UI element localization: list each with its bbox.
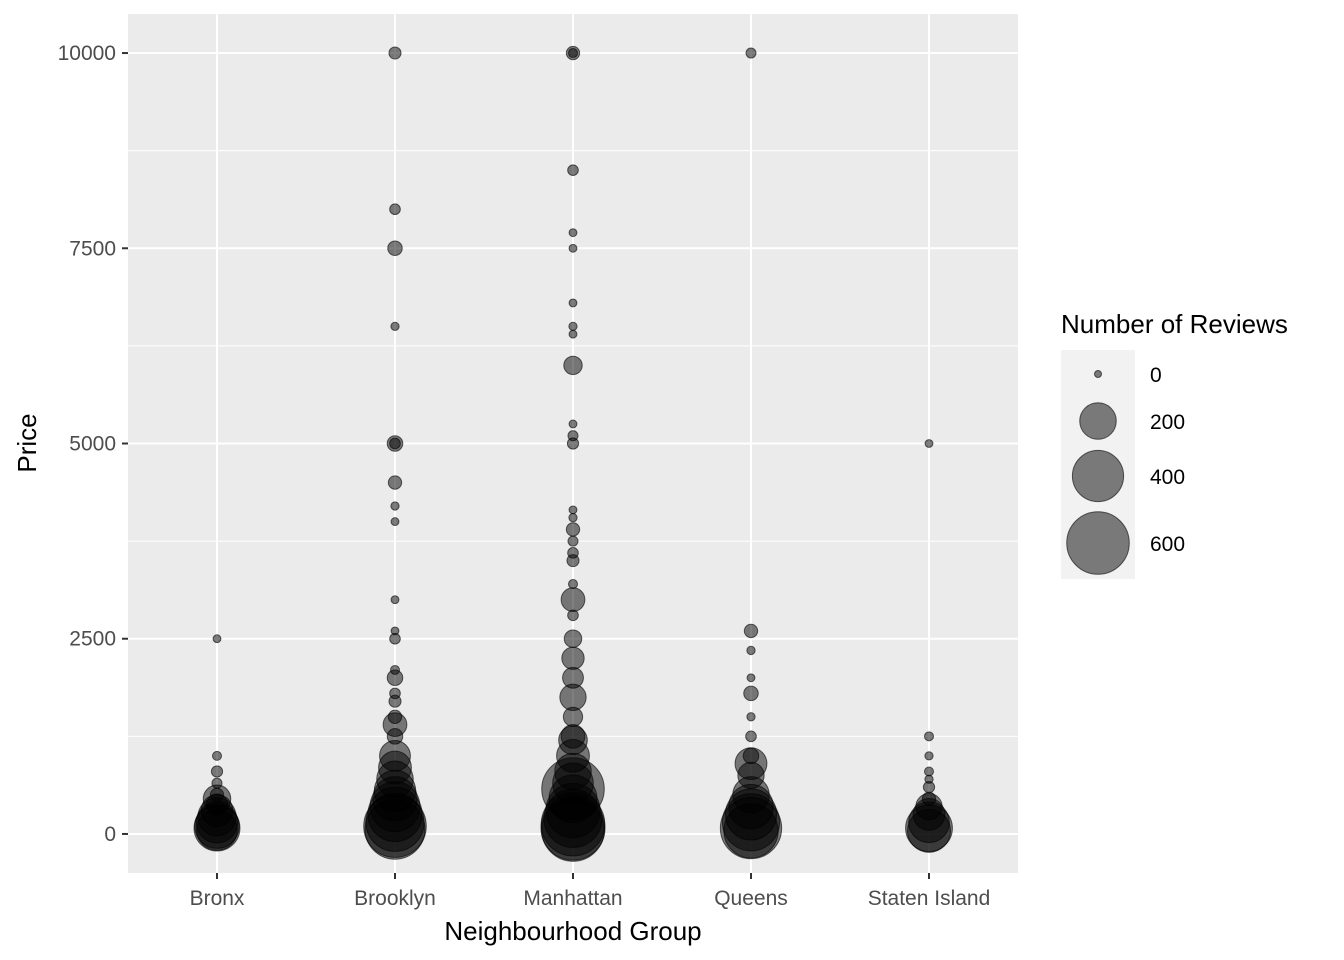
data-point <box>562 666 584 689</box>
y-tick-label: 2500 <box>69 628 116 651</box>
data-point <box>389 687 401 700</box>
data-point <box>561 646 585 670</box>
legend-label: 200 <box>1150 411 1185 434</box>
data-point <box>568 419 578 429</box>
data-point <box>212 634 222 644</box>
legend-key-circle <box>1094 370 1102 378</box>
data-point <box>743 623 759 639</box>
data-point <box>565 522 581 537</box>
legend-key-circle <box>1066 511 1130 575</box>
data-point <box>563 629 583 648</box>
data-point <box>389 203 401 216</box>
data-point <box>746 673 756 683</box>
data-point <box>924 751 934 761</box>
data-point <box>389 664 401 675</box>
y-tick-label: 0 <box>104 823 116 846</box>
data-point <box>924 439 934 448</box>
data-point <box>567 48 579 59</box>
data-point <box>387 475 403 490</box>
legend-title: Number of Reviews <box>1061 309 1288 339</box>
data-point <box>737 761 765 790</box>
legend-label: 0 <box>1150 364 1162 387</box>
data-point <box>746 645 756 656</box>
data-point <box>388 46 402 60</box>
data-point <box>562 706 584 727</box>
data-point <box>560 587 586 613</box>
data-point <box>742 747 760 765</box>
data-point <box>211 777 223 789</box>
data-point <box>560 723 586 749</box>
data-point <box>567 430 579 442</box>
data-point <box>568 321 578 331</box>
x-tick-label: Staten Island <box>868 887 991 910</box>
data-point <box>745 47 757 59</box>
data-point <box>210 765 224 778</box>
x-tick-label: Brooklyn <box>354 887 436 910</box>
data-point <box>567 609 579 622</box>
data-point <box>921 791 937 806</box>
data-point <box>209 787 225 803</box>
x-axis-title: Neighbourhood Group <box>444 916 701 946</box>
data-point <box>390 626 400 636</box>
data-point <box>743 685 759 702</box>
data-point <box>390 321 400 331</box>
data-point <box>745 730 757 743</box>
data-point <box>923 731 935 742</box>
axis-layer: 0 2500 5000 7500 10000 Bronx Brooklyn Manhattan… <box>58 42 991 910</box>
legend-label: 600 <box>1150 533 1185 556</box>
data-point <box>386 728 404 745</box>
data-point <box>563 355 583 376</box>
data-point <box>568 243 578 253</box>
data-point <box>387 709 403 724</box>
x-tick-label: Bronx <box>190 887 245 910</box>
data-point <box>924 774 934 784</box>
data-point <box>568 329 578 339</box>
y-tick-label: 10000 <box>58 42 116 65</box>
data-point <box>567 535 579 547</box>
legend-key-circle <box>1079 402 1117 440</box>
data-point <box>390 517 400 527</box>
y-tick-label: 7500 <box>69 237 116 260</box>
data-point <box>923 766 935 777</box>
data-point <box>568 298 578 308</box>
data-point <box>379 739 411 772</box>
y-tick-label: 5000 <box>69 433 116 456</box>
data-point <box>389 437 401 450</box>
data-point <box>390 501 400 511</box>
data-point <box>211 750 223 761</box>
size-legend: Number of Reviews 0 200 400 600 <box>1061 309 1288 579</box>
data-point <box>387 240 403 257</box>
legend-entries: 0 200 400 600 <box>1066 364 1185 575</box>
legend-key-circle <box>1071 449 1125 503</box>
data-point <box>568 513 578 523</box>
data-point <box>567 164 579 177</box>
points-layer <box>193 45 953 862</box>
y-axis-title: Price <box>12 413 42 472</box>
x-tick-label: Queens <box>714 887 788 910</box>
data-point <box>567 579 579 590</box>
data-point <box>390 595 400 605</box>
x-tick-label: Manhattan <box>523 887 622 910</box>
data-point <box>568 228 578 238</box>
data-point <box>746 712 756 722</box>
data-point <box>567 547 579 559</box>
data-point <box>568 505 578 515</box>
legend-label: 400 <box>1150 466 1185 489</box>
